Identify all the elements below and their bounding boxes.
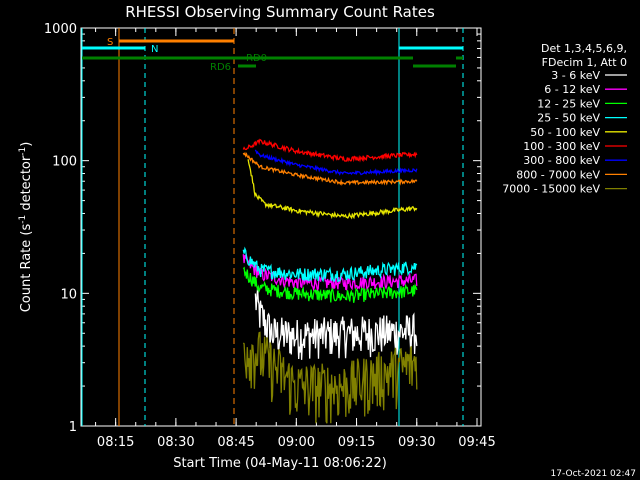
legend: Det 1,3,4,5,6,9, FDecim 1, Att 0 3 - 6 k… bbox=[502, 42, 627, 196]
y-axis-label-sup2: -1 bbox=[18, 147, 28, 156]
legend-label: 300 - 800 keV bbox=[523, 154, 600, 167]
y-axis-label-mid: detector bbox=[19, 155, 34, 215]
legend-label: 800 - 7000 keV bbox=[516, 168, 600, 181]
x-tick-label: 09:45 bbox=[458, 435, 495, 450]
flag-label: RD0 bbox=[246, 53, 267, 64]
series-line bbox=[254, 149, 418, 177]
flag-bars: S N RD0 RD6 bbox=[82, 37, 463, 73]
y-axis-label: Count Rate (s-1 detector-1) bbox=[18, 142, 34, 313]
flag-label: RD6 bbox=[210, 62, 231, 73]
legend-label: 6 - 12 keV bbox=[544, 83, 600, 96]
chart-title: RHESSI Observing Summary Count Rates bbox=[125, 3, 435, 21]
series-line bbox=[242, 151, 418, 186]
legend-label: 3 - 6 keV bbox=[551, 69, 600, 82]
x-axis: 08:15 08:30 08:45 09:00 09:15 09:30 09:45 bbox=[95, 28, 496, 450]
timestamp: 17-Oct-2021 02:47 bbox=[551, 469, 636, 479]
legend-header-1: Det 1,3,4,5,6,9, bbox=[541, 42, 627, 55]
series-line bbox=[242, 138, 418, 163]
flag-label: N bbox=[151, 44, 158, 55]
x-tick-label: 08:45 bbox=[217, 435, 254, 450]
series-group bbox=[242, 138, 418, 424]
series-line bbox=[254, 288, 418, 360]
x-tick-label: 09:15 bbox=[338, 435, 375, 450]
y-tick-label: 1000 bbox=[44, 22, 77, 37]
legend-label: 12 - 25 keV bbox=[537, 97, 600, 110]
x-tick-label: 08:15 bbox=[97, 435, 134, 450]
x-tick-label: 08:30 bbox=[157, 435, 194, 450]
series-line bbox=[247, 159, 418, 220]
legend-label: 50 - 100 keV bbox=[530, 126, 600, 139]
legend-label: 7000 - 15000 keV bbox=[502, 183, 600, 196]
y-tick-label: 1 bbox=[69, 420, 77, 435]
y-axis-label-sup1: -1 bbox=[18, 215, 28, 224]
y-tick-label: 10 bbox=[60, 287, 77, 302]
y-axis-label-main: Count Rate (s bbox=[19, 224, 34, 313]
legend-header-2: FDecim 1, Att 0 bbox=[542, 56, 627, 69]
y-tick-label: 100 bbox=[52, 155, 77, 170]
plot-frame bbox=[80, 27, 482, 427]
y-axis: 1 10 100 1000 bbox=[44, 22, 481, 435]
legend-label: 25 - 50 keV bbox=[537, 112, 600, 125]
y-axis-label-end: ) bbox=[19, 142, 34, 147]
series-line bbox=[242, 266, 418, 303]
flag-label: S bbox=[107, 37, 113, 48]
x-tick-label: 09:00 bbox=[278, 435, 315, 450]
legend-label: 100 - 300 keV bbox=[523, 140, 600, 153]
series-line bbox=[242, 246, 418, 283]
x-axis-label: Start Time (04-May-11 08:06:22) bbox=[173, 456, 387, 471]
x-tick-label: 09:30 bbox=[398, 435, 435, 450]
series-line bbox=[242, 331, 418, 424]
